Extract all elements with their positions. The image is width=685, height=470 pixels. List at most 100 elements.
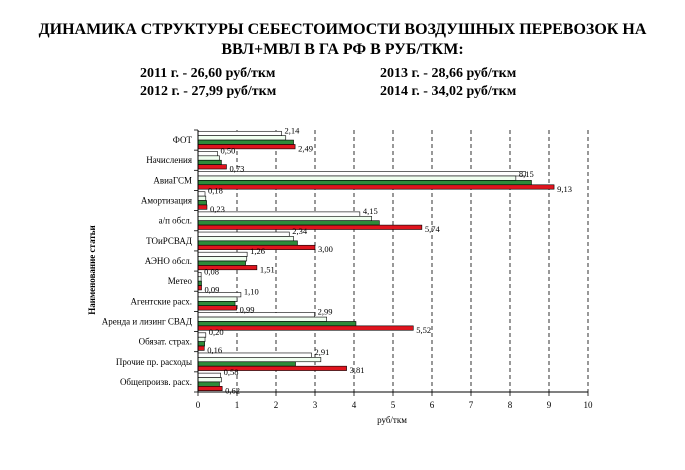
bar	[197, 236, 294, 242]
category-label: Обязат. страх.	[139, 337, 192, 347]
data-label: 5,74	[425, 224, 441, 234]
bar	[197, 336, 206, 342]
bar	[197, 200, 207, 206]
year-note-2011: 2011 г. - 26,60 руб/ткм	[140, 66, 276, 81]
bar	[197, 135, 287, 141]
x-tick-label: 7	[469, 400, 474, 410]
category-label: Аренда и лизинг СВАД	[102, 316, 192, 326]
x-tick-label: 9	[547, 400, 552, 410]
data-label: 3,81	[350, 365, 365, 375]
bar	[197, 285, 202, 291]
bar	[197, 256, 248, 262]
bar	[197, 325, 414, 331]
year-note-2012: 2012 г. - 27,99 руб/ткм	[140, 84, 277, 99]
x-axis-label: руб/ткм	[377, 415, 407, 425]
bar	[197, 332, 207, 338]
data-label: 2,49	[298, 143, 313, 153]
data-label: 4,15	[363, 206, 378, 216]
data-label: 0,20	[209, 327, 224, 337]
x-tick-label: 6	[430, 400, 435, 410]
year-note-2014: 2014 г. - 34,02 руб/ткм	[380, 84, 517, 99]
data-label: 0,58	[224, 367, 239, 377]
chart-title-line-1: ДИНАМИКА СТРУКТУРЫ СЕБЕСТОИМОСТИ ВОЗДУШН…	[38, 21, 647, 38]
bar	[197, 316, 327, 322]
bar	[197, 365, 347, 371]
bar	[197, 171, 526, 177]
data-label: 2,99	[318, 307, 333, 317]
data-label: 3,00	[318, 244, 333, 254]
bar	[197, 144, 296, 150]
data-label: 0,99	[240, 305, 255, 315]
bar	[197, 377, 222, 383]
bar	[197, 386, 223, 392]
x-tick-label: 2	[274, 400, 279, 410]
bar	[197, 180, 532, 186]
data-label: 0,08	[204, 266, 219, 276]
bar	[197, 130, 282, 136]
x-tick-label: 10	[584, 400, 594, 410]
year-note-2013: 2013 г. - 28,66 руб/ткм	[380, 66, 517, 81]
x-tick-label: 5	[391, 400, 396, 410]
bar	[197, 357, 322, 363]
bar	[197, 372, 221, 378]
bar	[197, 220, 380, 226]
bar	[197, 251, 248, 257]
bar	[197, 191, 206, 197]
chart-title-line-2: ВВЛ+МВЛ В ГА РФ В РУБ/ТКМ:	[221, 41, 464, 58]
bar	[197, 280, 202, 286]
x-tick-label: 8	[508, 400, 513, 410]
bar	[197, 296, 238, 302]
data-label: 1,26	[250, 246, 265, 256]
category-label: АЭНО обсл.	[145, 256, 192, 266]
data-label: 0,09	[205, 285, 220, 295]
bar	[197, 155, 220, 161]
bar	[197, 321, 357, 327]
bar	[197, 260, 246, 266]
category-label: АвиаГСМ	[153, 175, 192, 185]
x-tick-label: 1	[235, 400, 240, 410]
data-label: 0,73	[229, 164, 244, 174]
category-label: Амортизация	[141, 196, 192, 206]
category-label: Метео	[168, 276, 193, 286]
data-label: 0,50	[221, 145, 236, 155]
data-label: 8,15	[519, 169, 534, 179]
category-label: ФОТ	[173, 135, 193, 145]
data-label: 0,18	[208, 186, 223, 196]
bar	[197, 164, 227, 170]
data-label: 0,23	[210, 204, 225, 214]
category-label: Агентские расх.	[131, 296, 192, 306]
data-label: 0,62	[225, 385, 240, 395]
bar	[197, 215, 372, 221]
data-label: 2,34	[292, 226, 308, 236]
bar	[197, 151, 218, 157]
bar	[197, 341, 205, 347]
category-label: а/п обсл.	[159, 216, 192, 226]
data-label: 9,13	[557, 184, 572, 194]
category-label: Начисления	[146, 155, 192, 165]
bar	[197, 204, 208, 210]
data-label: 2,91	[314, 347, 329, 357]
bar	[197, 195, 207, 201]
bar	[197, 301, 236, 307]
y-axis-label: Наименование статьи	[87, 225, 97, 314]
bar	[197, 381, 220, 387]
bar	[197, 224, 423, 230]
x-tick-label: 4	[352, 400, 357, 410]
bar	[197, 159, 222, 165]
bar	[197, 305, 237, 311]
data-label: 5,52	[416, 325, 431, 335]
bar	[197, 139, 294, 145]
data-label: 0,16	[207, 345, 222, 355]
bar	[197, 240, 298, 246]
category-label: Прочие пр. расходы	[116, 357, 192, 367]
data-label: 1,10	[244, 287, 259, 297]
x-tick-label: 0	[196, 400, 201, 410]
data-label: 2,14	[284, 125, 300, 135]
bar	[197, 184, 555, 190]
bar	[197, 312, 315, 318]
bar	[197, 345, 205, 351]
x-tick-label: 3	[313, 400, 318, 410]
bar	[197, 361, 296, 367]
bar	[197, 175, 517, 181]
category-label: ТОиРСВАД	[146, 236, 192, 246]
